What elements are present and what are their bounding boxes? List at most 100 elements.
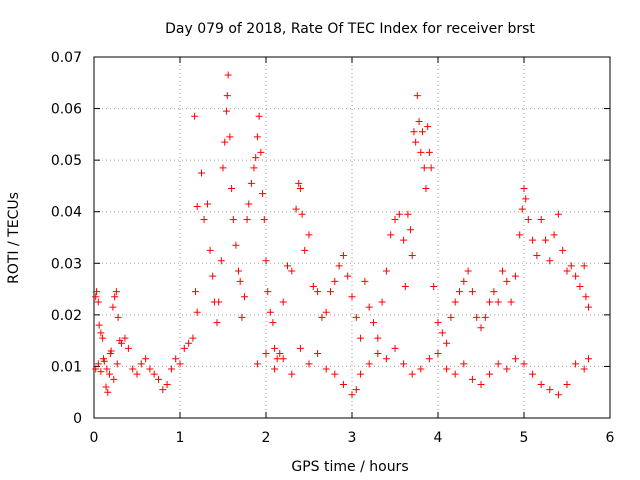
- data-point: [217, 257, 225, 265]
- data-point: [520, 360, 528, 368]
- data-point: [503, 365, 511, 373]
- data-point: [419, 128, 427, 136]
- data-point: [511, 272, 519, 280]
- data-point: [430, 282, 438, 290]
- data-point: [301, 246, 309, 254]
- data-point: [415, 117, 423, 125]
- data-point: [391, 344, 399, 352]
- data-point: [112, 288, 120, 296]
- data-point: [92, 293, 100, 301]
- y-tick-label: 0.02: [51, 308, 82, 324]
- data-point: [559, 246, 567, 254]
- data-point: [296, 185, 304, 193]
- data-point: [464, 267, 472, 275]
- data-point: [257, 148, 265, 156]
- data-point: [443, 339, 451, 347]
- data-point: [288, 267, 296, 275]
- data-point: [567, 262, 575, 270]
- data-point: [424, 123, 432, 131]
- data-point: [522, 195, 530, 203]
- data-point: [451, 298, 459, 306]
- data-point: [387, 231, 395, 239]
- data-point: [99, 334, 107, 342]
- data-point: [189, 334, 197, 342]
- data-point: [524, 215, 532, 223]
- y-tick-label: 0.01: [51, 359, 82, 375]
- data-point: [378, 298, 386, 306]
- data-point: [314, 350, 322, 358]
- data-point: [420, 164, 428, 172]
- data-point: [229, 215, 237, 223]
- data-point: [572, 272, 580, 280]
- data-point: [550, 231, 558, 239]
- data-point: [309, 282, 317, 290]
- data-point: [142, 355, 150, 363]
- data-point: [468, 375, 476, 383]
- data-point: [490, 288, 498, 296]
- data-point: [159, 386, 167, 394]
- data-point: [146, 365, 154, 373]
- data-point: [94, 360, 102, 368]
- data-point: [494, 298, 502, 306]
- data-point: [253, 360, 261, 368]
- data-point: [391, 215, 399, 223]
- data-point: [113, 360, 121, 368]
- data-point: [370, 319, 377, 327]
- data-point: [537, 215, 545, 223]
- data-point: [255, 112, 263, 120]
- data-point: [374, 334, 382, 342]
- data-point: [279, 298, 287, 306]
- data-point: [339, 252, 347, 260]
- data-point: [247, 179, 255, 187]
- data-point: [273, 355, 281, 363]
- data-point: [238, 313, 246, 321]
- data-point: [232, 241, 240, 249]
- data-point: [520, 185, 528, 193]
- data-point: [422, 185, 430, 193]
- data-point: [219, 164, 227, 172]
- x-tick-label: 2: [262, 430, 271, 446]
- data-point: [529, 370, 537, 378]
- data-point: [92, 365, 100, 373]
- data-point: [193, 308, 201, 316]
- data-point: [167, 365, 175, 373]
- data-point: [477, 380, 485, 388]
- data-point: [410, 128, 418, 136]
- data-point: [213, 319, 221, 327]
- data-point: [95, 321, 103, 329]
- data-point: [322, 308, 330, 316]
- data-point: [395, 210, 403, 218]
- x-tick-label: 6: [606, 430, 615, 446]
- data-point: [473, 313, 481, 321]
- data-point: [305, 231, 313, 239]
- data-point: [348, 391, 356, 399]
- data-point: [176, 360, 184, 368]
- data-point: [296, 344, 304, 352]
- x-tick-label: 5: [520, 430, 529, 446]
- data-point: [585, 355, 592, 363]
- data-point: [288, 370, 296, 378]
- data-point: [400, 236, 408, 244]
- data-point: [118, 339, 126, 347]
- data-point: [456, 288, 463, 296]
- data-point: [468, 288, 476, 296]
- data-point: [137, 360, 145, 368]
- data-point: [252, 154, 260, 162]
- data-point: [97, 329, 105, 337]
- x-tick-label: 1: [176, 430, 185, 446]
- data-point: [563, 267, 571, 275]
- data-point: [404, 210, 412, 218]
- data-point: [494, 360, 502, 368]
- data-point: [427, 164, 435, 172]
- data-point: [185, 339, 193, 347]
- x-tick-label: 4: [434, 430, 443, 446]
- x-tick-label: 3: [348, 430, 357, 446]
- data-point: [180, 344, 188, 352]
- data-point: [382, 355, 390, 363]
- y-tick-label: 0.05: [51, 153, 82, 169]
- data-point: [284, 262, 291, 270]
- data-point: [352, 386, 360, 394]
- data-point: [209, 272, 217, 280]
- data-point: [93, 288, 101, 296]
